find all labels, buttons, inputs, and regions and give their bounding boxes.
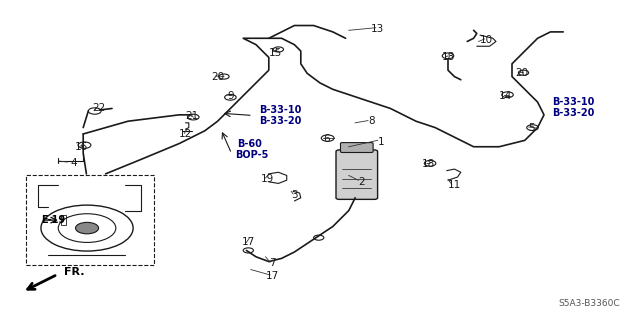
FancyBboxPatch shape xyxy=(340,143,373,152)
Text: B-33-20: B-33-20 xyxy=(552,108,594,118)
Text: 13: 13 xyxy=(371,24,384,34)
Text: B-60: B-60 xyxy=(237,138,262,149)
Text: 6: 6 xyxy=(323,134,330,144)
Text: 12: 12 xyxy=(179,129,192,139)
Text: 3: 3 xyxy=(291,189,298,200)
Text: 14: 14 xyxy=(499,91,512,101)
Circle shape xyxy=(76,222,99,234)
FancyBboxPatch shape xyxy=(336,150,378,199)
Text: 4: 4 xyxy=(70,158,77,168)
Text: 22: 22 xyxy=(93,103,106,114)
Text: 5: 5 xyxy=(528,122,534,133)
Text: 9: 9 xyxy=(227,91,234,101)
Text: E-19: E-19 xyxy=(42,215,66,225)
Text: B-33-20: B-33-20 xyxy=(259,116,301,126)
Text: 7: 7 xyxy=(269,258,275,268)
Text: 20: 20 xyxy=(515,68,528,78)
Text: BOP-5: BOP-5 xyxy=(236,150,269,160)
Text: 17: 17 xyxy=(242,237,255,248)
Text: 16: 16 xyxy=(76,142,88,152)
Text: 1: 1 xyxy=(378,137,384,147)
Text: FR.: FR. xyxy=(64,267,84,277)
Text: B-33-10: B-33-10 xyxy=(259,105,301,115)
Text: 8: 8 xyxy=(368,116,374,126)
Text: 2: 2 xyxy=(358,177,365,187)
Text: B-33-10: B-33-10 xyxy=(552,97,594,107)
Text: 20: 20 xyxy=(211,71,224,82)
Text: 15: 15 xyxy=(269,48,282,58)
Text: 10: 10 xyxy=(480,35,493,45)
Text: 17: 17 xyxy=(266,271,278,281)
Text: 21: 21 xyxy=(186,111,198,122)
Text: 18: 18 xyxy=(422,159,435,169)
Text: 11: 11 xyxy=(448,180,461,190)
Text: 18: 18 xyxy=(442,52,454,63)
Text: 19: 19 xyxy=(261,174,274,184)
Text: S5A3-B3360C: S5A3-B3360C xyxy=(558,299,620,308)
